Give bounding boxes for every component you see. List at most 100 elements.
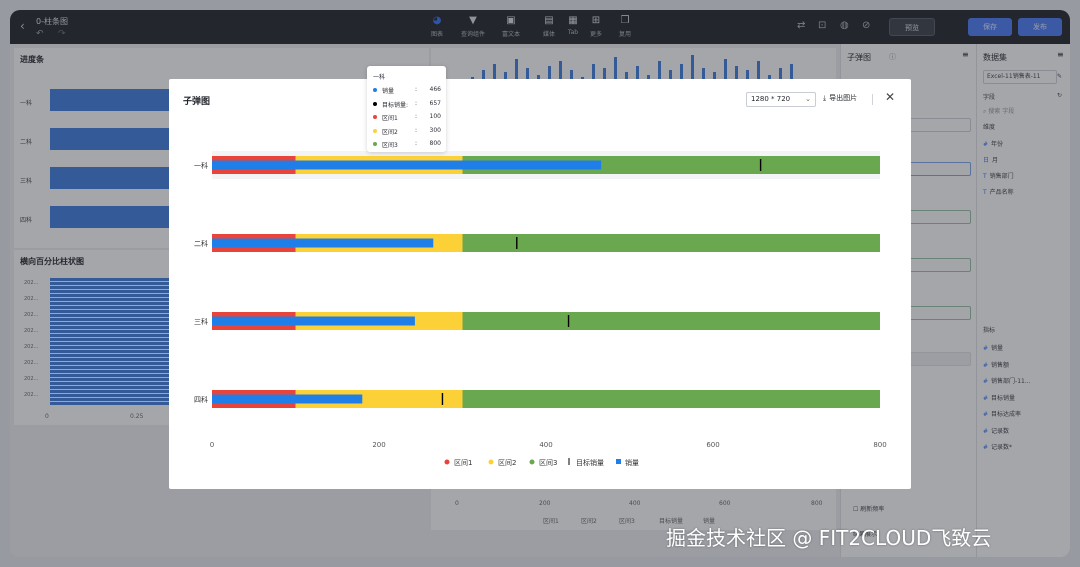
refresh-icon[interactable]: ↻ — [1057, 92, 1063, 99]
tool-tab[interactable]: ▦ Tab — [553, 15, 593, 36]
legend-label: 销量 — [625, 458, 639, 467]
row-label: 202... — [24, 312, 39, 318]
back-icon[interactable]: ‹ — [20, 19, 25, 33]
metric-field[interactable]: # 目标销量 — [983, 394, 1016, 402]
dimension-field[interactable]: 日月 — [983, 157, 999, 164]
publish-button[interactable]: 发布 — [1018, 18, 1062, 36]
legend-label: 目标销量 — [576, 458, 604, 467]
metric-field[interactable]: # 销量 — [983, 345, 1004, 352]
divider — [872, 94, 873, 105]
category-label: 三科 — [194, 317, 208, 326]
dataset-select[interactable]: Excel-11销售表-11 — [983, 70, 1057, 84]
redo-icon[interactable]: ↷ — [58, 29, 66, 39]
grid-icon: ⊞ — [591, 15, 601, 26]
metric-field[interactable]: # 目标达成率 — [983, 411, 1022, 418]
series-dot — [373, 88, 377, 92]
edit-icon[interactable]: ✎ — [1057, 73, 1063, 80]
value-bar — [212, 316, 415, 326]
x-tick-label: 200 — [372, 441, 385, 449]
field-search[interactable]: ⌕ 搜索 字段 — [983, 108, 1015, 115]
value-bar — [212, 160, 602, 170]
x-tick-label: 0 — [210, 441, 214, 449]
tooltip-row: 区间2:300 — [373, 127, 441, 137]
row-label: 202... — [24, 376, 39, 382]
tool-chart[interactable]: ◕ 图表 — [417, 15, 457, 38]
refresh-checkbox[interactable]: ☐ 刷新频率 — [853, 506, 885, 513]
menu-icon[interactable]: ≡ — [1057, 50, 1064, 59]
legend-label: 区间3 — [539, 459, 557, 467]
tool-filter[interactable]: ▼ 查询组件 — [453, 15, 493, 38]
tool-media[interactable]: ▤ 媒体 — [529, 15, 569, 38]
layout-icon[interactable]: ⊡ — [818, 20, 827, 31]
top-toolbar: ‹ 0-柱条图 ↶ ↷ ◕ 图表 ▼ 查询组件 ▣ 富文本 ▤ 媒体 ▦ Tab… — [10, 10, 1070, 44]
panel-title: 横向百分比柱状图 — [20, 257, 84, 266]
column-bar — [790, 63, 793, 90]
image-icon: ▤ — [544, 15, 554, 26]
field-type-icon: # — [983, 141, 989, 148]
row-label: 202... — [24, 296, 39, 302]
metric-field[interactable]: # 记录数 — [983, 427, 1010, 435]
field-type-icon: # — [983, 361, 989, 369]
tooltip-row: 区间3:800 — [373, 140, 441, 150]
save-button[interactable]: 保存 — [968, 18, 1012, 36]
tool-more[interactable]: ⊞ 更多 — [576, 15, 616, 38]
column-bar — [559, 61, 562, 90]
axis-label: 600 — [719, 500, 731, 507]
text-icon: ▣ — [506, 15, 516, 26]
metric-field[interactable]: # 销售额 — [983, 361, 1010, 369]
axis-label: 200 — [539, 500, 551, 507]
chart-icon: ◕ — [432, 15, 442, 26]
watermark: 掘金技术社区 @ FIT2CLOUD飞致云 — [666, 526, 992, 550]
menu-icon[interactable]: ≡ — [962, 50, 969, 59]
dimension-field[interactable]: T 产品名称 — [983, 189, 1014, 196]
hide-icon[interactable]: ⊘ — [862, 20, 871, 31]
theme-icon[interactable]: ◍ — [840, 20, 849, 31]
export-image-button[interactable]: ⤓ 导出图片 — [823, 94, 858, 102]
undo-icon[interactable]: ↶ — [36, 29, 44, 39]
field-type-icon: 日 — [983, 157, 990, 164]
tooltip-row: 目标销量::657 — [373, 100, 441, 110]
row-label: 202... — [24, 392, 39, 398]
tool-reuse[interactable]: ❐ 复用 — [605, 15, 645, 38]
column-bar — [592, 63, 595, 90]
legend-marker — [444, 459, 450, 465]
dimension-field[interactable]: T 销售部门 — [983, 173, 1014, 180]
metric-field[interactable]: # 记录数* — [983, 444, 1013, 451]
series-dot — [373, 115, 377, 119]
tool-richtext[interactable]: ▣ 富文本 — [491, 15, 531, 38]
field-type-icon: # — [983, 427, 989, 435]
field-type-icon: T — [983, 173, 987, 180]
field-type-icon: # — [983, 394, 989, 402]
series-dot — [373, 128, 377, 133]
category-label: 四科 — [194, 395, 208, 404]
category-label: 一科 — [194, 161, 208, 170]
result-label: 结果展示 — [853, 531, 878, 538]
dimension-field[interactable]: # 年份 — [983, 141, 1004, 148]
column-bar — [680, 63, 683, 90]
dashboard-title[interactable]: 0-柱条图 — [36, 17, 68, 26]
info-icon[interactable]: ⓘ — [889, 53, 896, 61]
row-label: 202... — [24, 360, 39, 366]
axis-label: 0.25 — [130, 413, 144, 420]
preview-button[interactable]: 预览 — [889, 18, 935, 36]
legend-marker — [488, 459, 494, 465]
category-label: 一科 — [20, 100, 33, 107]
settings-icon[interactable]: ⇄ — [797, 20, 806, 31]
field-type-icon: # — [983, 345, 989, 352]
axis-label: 0 — [45, 413, 49, 420]
metric-field[interactable]: # 销售部门-11... — [983, 378, 1031, 385]
dataset-sidebar: 数据集 ≡ Excel-11销售表-11 ✎ 字段 ↻ ⌕ 搜索 字段 维度 #… — [976, 44, 1070, 557]
chevron-down-icon: ⌄ — [805, 95, 811, 103]
column-bar — [493, 63, 496, 90]
close-icon[interactable]: ✕ — [885, 90, 896, 104]
legend-marker — [616, 459, 621, 464]
column-bar — [735, 65, 738, 90]
row-label: 202... — [24, 328, 39, 334]
x-tick-label: 800 — [873, 441, 886, 449]
legend-marker — [529, 459, 535, 465]
size-select[interactable]: 1280 * 720 ⌄ — [746, 92, 816, 107]
field-type-icon: T — [983, 189, 987, 196]
category-label: 四科 — [20, 217, 33, 224]
row-label: 202... — [24, 344, 39, 350]
column-bar — [691, 54, 694, 90]
